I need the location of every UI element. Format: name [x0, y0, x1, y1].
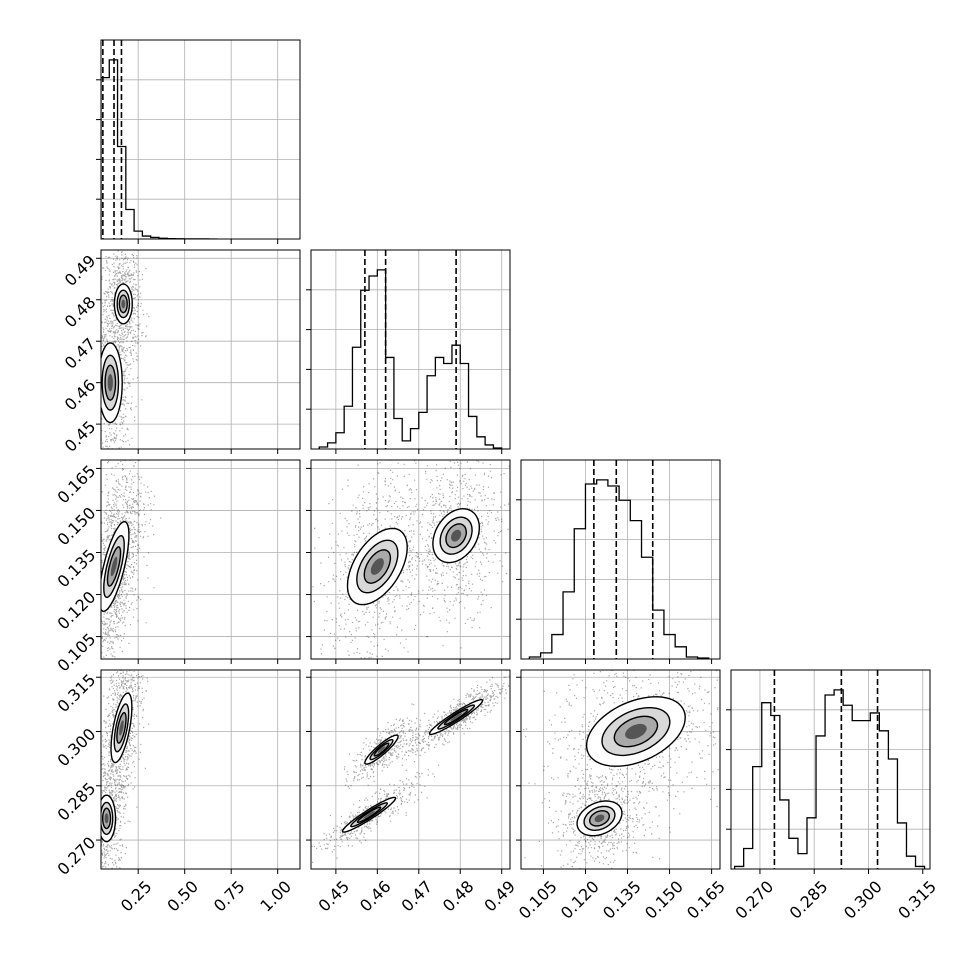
y-tick-label: 0.49: [61, 251, 100, 290]
panel-frame: [100, 459, 301, 660]
x-tick-label: 0.135: [599, 877, 645, 923]
contour: [450, 713, 462, 721]
density-3-1: [311, 670, 510, 863]
x-tick-label: 1.00: [256, 877, 295, 916]
contour: [594, 814, 605, 823]
x-tick-label: 0.25: [117, 877, 156, 916]
x-tick-label: 0.300: [840, 877, 886, 923]
panel-frame: [100, 669, 301, 870]
contour: [107, 374, 113, 392]
density-2-1: [312, 460, 510, 659]
samples: [101, 460, 162, 658]
x-tick-label: 0.150: [641, 877, 687, 923]
contour: [377, 746, 386, 753]
x-tick-label: 0.48: [439, 877, 478, 916]
histogram-2: [528, 479, 710, 659]
y-tick-label: 0.315: [54, 670, 100, 716]
panel-frame: [520, 669, 721, 870]
panel-frame: [310, 459, 511, 660]
panel-3-0: 0.25 0.50 0.75 1.00 0.270 0.285 0.300 0.315: [54, 669, 301, 916]
x-tick-label: 0.315: [894, 877, 940, 923]
density-1-0: [101, 250, 150, 449]
y-tick-label: 0.120: [54, 587, 100, 633]
panel-frame: [100, 249, 301, 450]
panel-1-1: [306, 249, 511, 454]
y-tick-label: 0.47: [61, 334, 100, 373]
contour: [370, 558, 384, 575]
contour: [363, 810, 375, 819]
x-tick-label: 0.270: [731, 877, 777, 923]
x-tick-label: 0.45: [315, 877, 354, 916]
contour: [451, 529, 462, 542]
x-tick-label: 0.105: [515, 877, 561, 923]
x-tick-label: 0.120: [557, 877, 603, 923]
x-tick-label: 0.50: [163, 877, 202, 916]
panel-frame: [310, 669, 511, 870]
panel-3-1: 0.45 0.46 0.47 0.48 0.49: [306, 669, 519, 916]
density-3-0: [101, 670, 150, 869]
x-tick-label: 0.49: [480, 877, 519, 916]
panel-0-0: [96, 39, 301, 244]
y-tick-label: 0.165: [54, 461, 100, 507]
x-tick-label: 0.47: [397, 877, 436, 916]
panel-frame: [310, 249, 511, 450]
panel-frame: [100, 39, 301, 240]
samples: [312, 460, 510, 659]
y-tick-label: 0.270: [54, 833, 100, 879]
y-tick-label: 0.300: [54, 724, 100, 770]
y-tick-label: 0.135: [54, 545, 100, 591]
y-tick-label: 0.150: [54, 503, 100, 549]
y-tick-label: 0.48: [61, 293, 100, 332]
y-tick-label: 0.45: [61, 417, 100, 456]
density-2-0: [101, 460, 162, 658]
histogram-0: [101, 59, 218, 239]
y-tick-label: 0.105: [54, 630, 100, 676]
panel-frame: [730, 669, 931, 870]
panel-2-1: [306, 459, 511, 664]
x-tick-label: 0.46: [356, 877, 395, 916]
contour: [119, 720, 124, 736]
contour: [121, 299, 126, 309]
y-tick-label: 0.46: [61, 376, 100, 415]
x-tick-label: 0.165: [683, 877, 729, 923]
samples: [311, 670, 510, 863]
x-tick-label: 0.75: [210, 877, 249, 916]
contour: [625, 723, 647, 740]
panel-frame: [520, 459, 721, 660]
y-tick-label: 0.285: [54, 779, 100, 825]
panel-3-3: 0.270 0.285 0.300 0.315: [726, 669, 940, 923]
density-3-2: [521, 670, 719, 869]
contour: [104, 813, 109, 824]
x-tick-label: 0.285: [786, 877, 832, 923]
contour: [110, 556, 118, 577]
histogram-1: [318, 269, 503, 449]
panel-2-2: [516, 459, 721, 664]
samples: [521, 670, 719, 869]
samples: [101, 250, 150, 449]
histogram-3: [733, 689, 926, 869]
